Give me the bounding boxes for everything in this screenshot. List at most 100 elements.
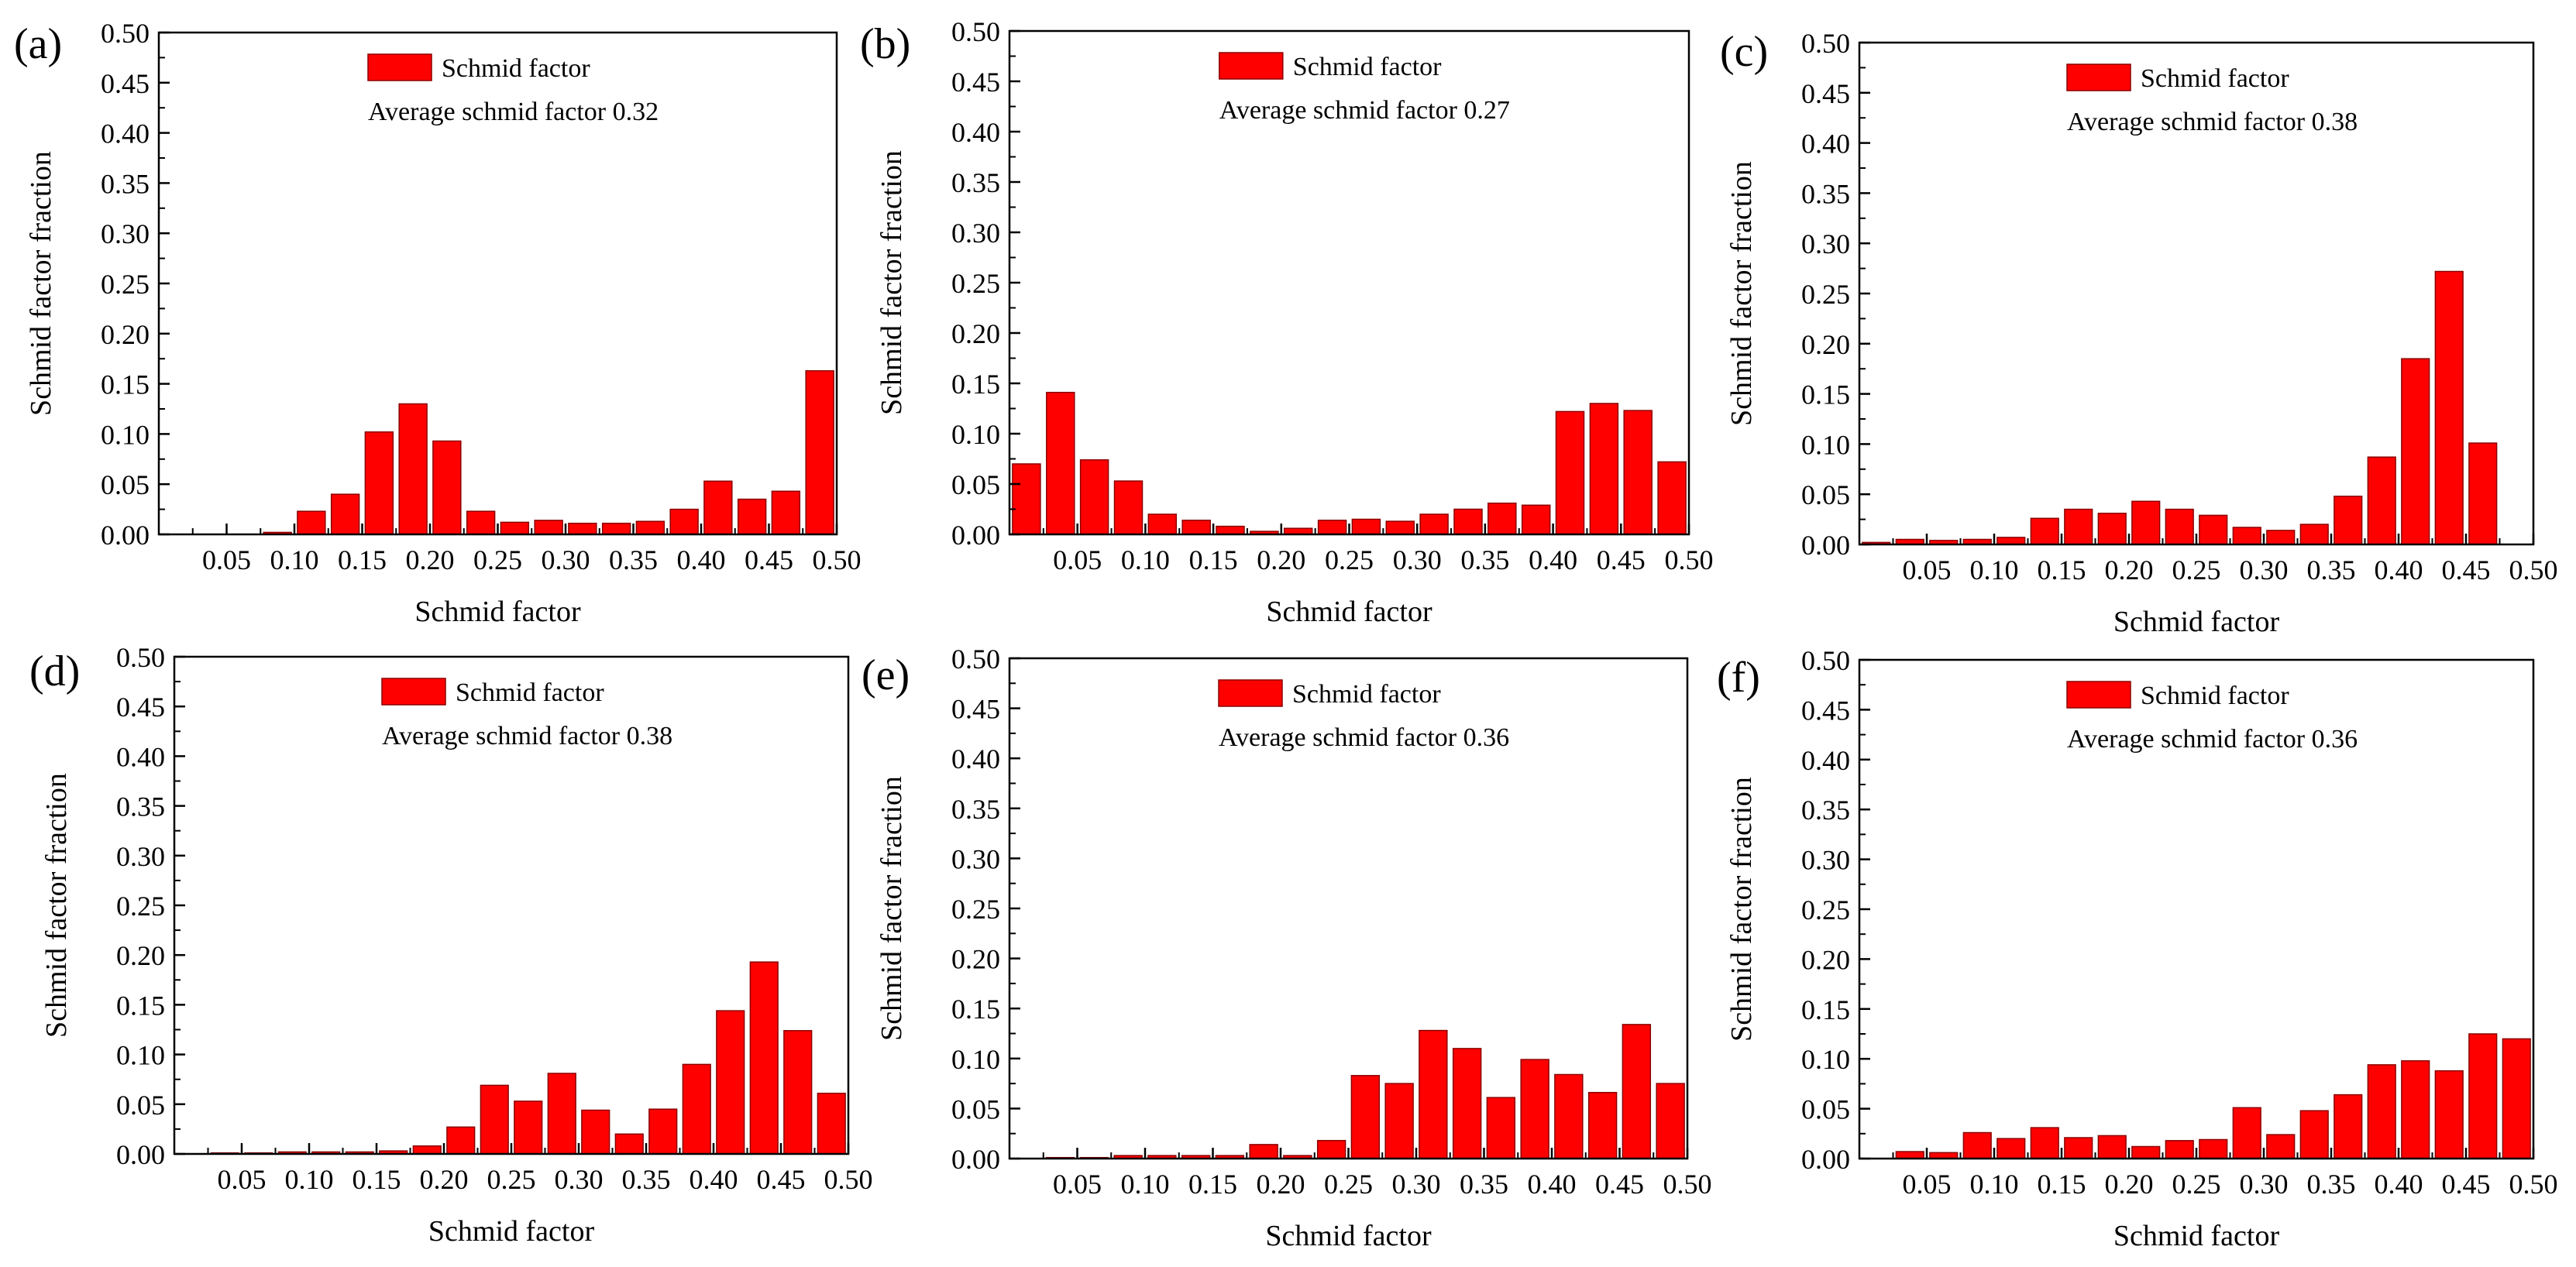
y-tick-label: 0.45 (116, 692, 165, 723)
x-tick-label: 0.05 (1903, 555, 1952, 585)
y-tick-label: 0.15 (951, 369, 1000, 400)
y-tick-label: 0.25 (1801, 894, 1850, 925)
legend-label: Schmid factor (1293, 53, 1442, 81)
bar (817, 1092, 846, 1155)
x-tick-label: 0.05 (1053, 544, 1102, 575)
bar (1046, 391, 1075, 535)
bar (1147, 513, 1178, 535)
y-tick-label: 0.10 (951, 1044, 1000, 1075)
bar (364, 431, 394, 535)
bar (716, 1010, 745, 1155)
y-tick-label: 0.35 (116, 791, 165, 822)
bar (1419, 513, 1449, 535)
x-tick-label: 0.40 (2375, 555, 2423, 585)
chart-panel-c: (c) 0.00 0.05 0.10 0.15 0.20 0.25 0.30 0.35 0.40 0… (1720, 28, 2558, 638)
x-axis-label: Schmid factor (2113, 1220, 2280, 1252)
x-axis-label: Schmid factor (2113, 606, 2280, 638)
y-tick-label: 0.10 (101, 419, 150, 450)
x-tick-label: 0.40 (2375, 1169, 2423, 1200)
y-tick-label: 0.35 (1801, 795, 1850, 826)
bar (1079, 459, 1109, 535)
average-annotation: Average schmid factor 0.36 (2067, 725, 2358, 754)
y-axis-label: Schmid factor fraction (1725, 777, 1758, 1042)
chart-panel-b: (b) 0.00 0.05 0.10 0.15 0.20 0.25 0.30 0.35 0.40 0… (860, 16, 1714, 628)
y-tick-label: 0.00 (116, 1139, 165, 1170)
x-tick-label: 0.25 (2172, 1169, 2221, 1200)
bar (2468, 1033, 2498, 1159)
bar (601, 522, 631, 535)
bar (2401, 358, 2430, 545)
x-tick-label: 0.15 (353, 1164, 401, 1195)
y-tick-label: 0.45 (1801, 78, 1850, 109)
x-tick-label: 0.30 (555, 1164, 604, 1195)
y-tick-label: 0.15 (101, 369, 150, 400)
bar (2097, 1135, 2127, 1159)
y-tick-label: 0.10 (951, 419, 1000, 450)
x-tick-label: 0.15 (1188, 1169, 1237, 1200)
bar (1622, 1024, 1652, 1159)
average-annotation: Average schmid factor 0.32 (368, 98, 659, 126)
y-tick-label: 0.25 (116, 891, 165, 922)
bar (581, 1109, 610, 1155)
bar (1384, 1083, 1414, 1159)
y-tick-label: 0.30 (951, 843, 1000, 874)
y-tick-label: 0.50 (1801, 28, 1850, 59)
y-tick-label: 0.35 (951, 167, 1000, 198)
y-tick-label: 0.05 (1801, 479, 1850, 510)
bar (1521, 504, 1551, 535)
x-tick-label: 0.05 (1903, 1169, 1952, 1200)
x-tick-label: 0.15 (2038, 555, 2086, 585)
y-tick-label: 0.20 (1801, 329, 1850, 360)
x-tick-label: 0.30 (1393, 544, 1442, 575)
y-tick-label: 0.15 (951, 994, 1000, 1025)
bar (432, 440, 462, 535)
bar (1452, 1048, 1482, 1159)
bar (1962, 1131, 1992, 1159)
average-annotation: Average schmid factor 0.36 (1219, 723, 1509, 752)
y-tick-label: 0.10 (1801, 1044, 1850, 1075)
y-tick-label: 0.50 (101, 18, 150, 49)
bar (1555, 410, 1585, 535)
x-tick-label: 0.45 (1597, 544, 1646, 575)
bar (1350, 1075, 1381, 1159)
x-tick-label: 0.05 (202, 544, 251, 575)
bar (2064, 1137, 2093, 1159)
x-tick-label: 0.10 (1970, 555, 2019, 585)
x-tick-label: 0.35 (622, 1164, 671, 1195)
chart-panel-a: (a) 0.00 0.05 0.10 0.15 0.20 0.25 0.30 0.35 0.40 0… (14, 18, 862, 628)
bar (398, 403, 428, 535)
y-tick-label: 0.35 (951, 794, 1000, 825)
y-tick-label: 0.00 (1801, 1144, 1850, 1175)
bar (2334, 1094, 2363, 1159)
chart-panel-e: (e) 0.00 0.05 0.10 0.15 0.20 0.25 0.30 0.35 0.40 0… (862, 644, 1712, 1252)
bar (547, 1073, 576, 1155)
y-tick-label: 0.10 (116, 1040, 165, 1071)
bar (2434, 270, 2464, 545)
y-tick-label: 0.45 (1801, 695, 1850, 726)
bar (771, 490, 801, 535)
bar (1351, 518, 1381, 535)
bar (2232, 1107, 2261, 1159)
x-axis-label: Schmid factor (1266, 596, 1432, 628)
bar (2468, 442, 2498, 545)
bar (1520, 1059, 1549, 1159)
average-annotation: Average schmid factor 0.27 (1219, 96, 1510, 125)
bar (1589, 403, 1619, 535)
y-tick-label: 0.20 (951, 944, 1000, 975)
bar (2131, 500, 2161, 545)
y-axis-label: Schmid factor fraction (1725, 161, 1758, 426)
bar (703, 480, 733, 535)
x-tick-label: 0.45 (1595, 1169, 1644, 1200)
bar (2266, 530, 2296, 545)
y-tick-label: 0.45 (951, 694, 1000, 725)
bar (1181, 520, 1211, 535)
x-tick-label: 0.15 (2038, 1169, 2086, 1200)
bar (1996, 537, 2026, 545)
x-tick-label: 0.25 (1325, 544, 1374, 575)
y-tick-label: 0.40 (101, 118, 150, 149)
x-tick-label: 0.35 (1460, 1169, 1508, 1200)
y-axis-label: Schmid factor fraction (875, 150, 908, 415)
y-axis-label: Schmid factor fraction (875, 776, 908, 1041)
x-tick-label: 0.40 (1528, 1169, 1577, 1200)
legend-swatch (1218, 679, 1283, 707)
